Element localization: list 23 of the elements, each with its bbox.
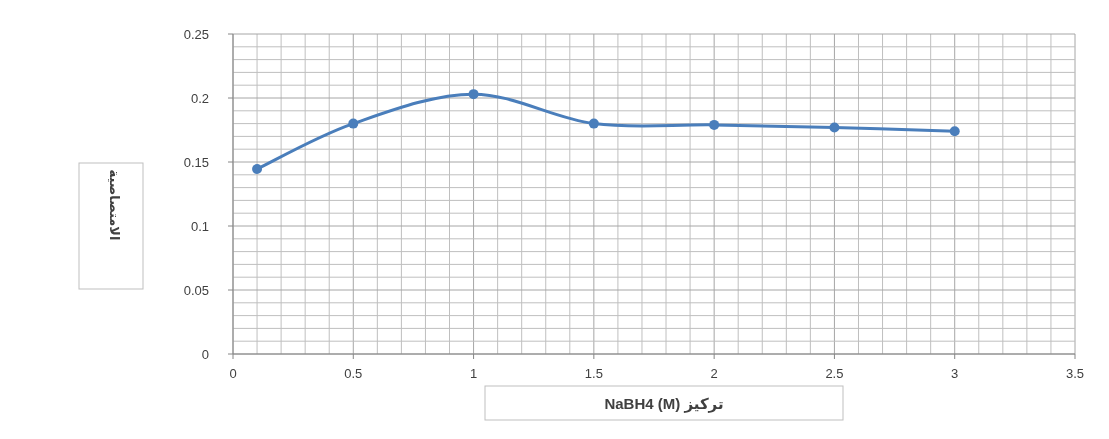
point — [468, 89, 479, 100]
y-tick-label: 0.15 — [183, 155, 209, 170]
point — [829, 122, 840, 133]
y-tick-label: 0.05 — [183, 283, 209, 298]
x-axis-title: تركيز NaBH4 (M) — [604, 395, 724, 413]
y-axis-title: الامتصاصية — [107, 169, 122, 241]
point — [348, 118, 359, 129]
x-tick-label: 2.5 — [825, 366, 844, 381]
point — [252, 164, 263, 175]
x-tick-label: 1.5 — [584, 366, 603, 381]
x-tick-label: 0 — [229, 366, 237, 381]
point — [709, 119, 720, 130]
x-tick-label: 3.5 — [1065, 366, 1085, 381]
x-tick-label: 0.5 — [344, 366, 363, 381]
point — [949, 126, 960, 137]
point — [588, 118, 599, 129]
y-tick-label: 0.2 — [190, 91, 209, 106]
x-tick-label: 2 — [710, 366, 718, 381]
y-tick-label: 0.25 — [183, 27, 209, 42]
y-tick-label: 0 — [201, 347, 209, 362]
x-tick-label: 3 — [951, 366, 959, 381]
x-tick-label: 1 — [469, 366, 478, 381]
y-tick-label: 0.1 — [190, 219, 209, 234]
